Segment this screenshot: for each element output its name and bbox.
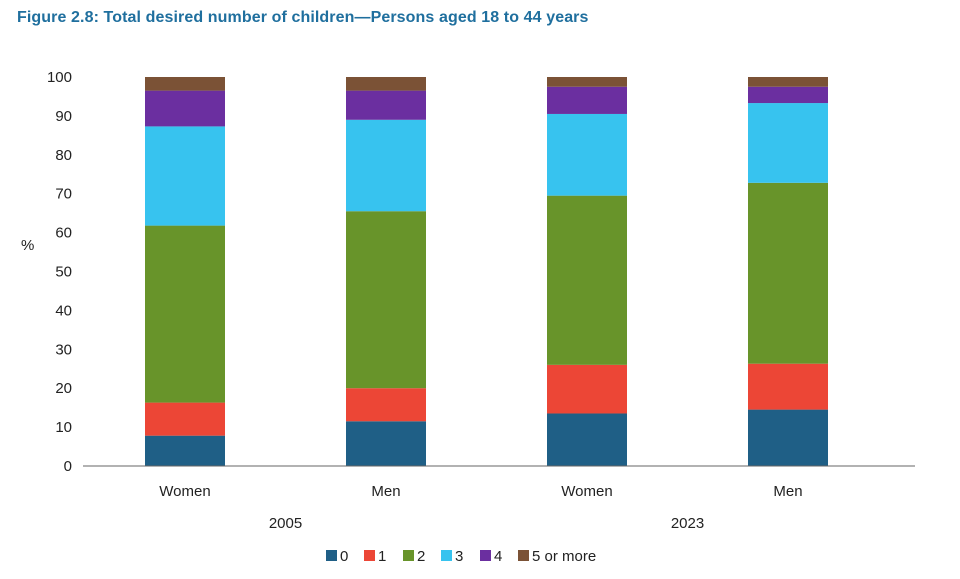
y-axis-label: % <box>21 237 34 254</box>
x-category-label: Women <box>159 483 210 500</box>
legend-swatch <box>480 550 491 561</box>
bar-segment-3-cat-3 <box>748 103 828 183</box>
bar-segment-5-cat-2 <box>547 77 627 87</box>
y-tick-label: 40 <box>55 302 72 319</box>
bar-segment-5-cat-1 <box>346 77 426 91</box>
bar-segment-1-cat-3 <box>748 363 828 410</box>
legend-label: 3 <box>455 548 463 565</box>
y-tick-label: 90 <box>55 108 72 125</box>
legend-swatch <box>403 550 414 561</box>
y-tick-label: 70 <box>55 186 72 203</box>
legend-swatch <box>518 550 529 561</box>
legend-swatch <box>441 550 452 561</box>
bar-segment-1-cat-2 <box>547 364 627 414</box>
x-group-label: 2023 <box>671 515 704 532</box>
bar-segment-3-cat-2 <box>547 113 627 196</box>
chart-title: Figure 2.8: Total desired number of chil… <box>17 9 589 26</box>
y-tick-label: 80 <box>55 147 72 164</box>
bars <box>145 77 828 466</box>
bar-segment-3-cat-1 <box>346 119 426 212</box>
bar-segment-2-cat-0 <box>145 225 225 403</box>
y-tick-label: 0 <box>64 458 72 475</box>
y-tick-label: 30 <box>55 341 72 358</box>
bar-segment-4-cat-3 <box>748 86 828 104</box>
bar-segment-0-cat-2 <box>547 413 627 466</box>
legend-swatch <box>326 550 337 561</box>
bar-segment-4-cat-0 <box>145 90 225 127</box>
legend: 0 1 2 3 4 5 or more <box>326 548 596 565</box>
y-axis: 0 10 20 30 40 50 60 70 80 90 100 <box>47 69 72 475</box>
legend-label: 2 <box>417 548 425 565</box>
x-category-label: Men <box>773 483 802 500</box>
legend-label: 4 <box>494 548 502 565</box>
y-tick-label: 10 <box>55 419 72 436</box>
y-tick-label: 100 <box>47 69 72 86</box>
bar-segment-0-cat-3 <box>748 409 828 466</box>
y-tick-label: 50 <box>55 264 72 281</box>
bar-segment-2-cat-2 <box>547 195 627 365</box>
x-category-label: Men <box>371 483 400 500</box>
bar-segment-5-cat-3 <box>748 77 828 87</box>
y-tick-label: 60 <box>55 225 72 242</box>
bar-segment-5-cat-0 <box>145 77 225 91</box>
bar-segment-0-cat-0 <box>145 435 225 466</box>
legend-label: 1 <box>378 548 386 565</box>
x-category-label: Women <box>561 483 612 500</box>
x-axis-labels: Women Men Women Men 2005 2023 <box>159 483 802 532</box>
bar-segment-1-cat-1 <box>346 388 426 422</box>
legend-swatch <box>364 550 375 561</box>
bar-segment-0-cat-1 <box>346 421 426 466</box>
bar-segment-4-cat-2 <box>547 86 627 114</box>
legend-label: 5 or more <box>532 548 596 565</box>
bar-segment-3-cat-0 <box>145 126 225 226</box>
legend-label: 0 <box>340 548 348 565</box>
bar-segment-2-cat-1 <box>346 211 426 389</box>
bar-segment-1-cat-0 <box>145 402 225 436</box>
bar-segment-4-cat-1 <box>346 90 426 120</box>
bar-segment-2-cat-3 <box>748 182 828 364</box>
y-tick-label: 20 <box>55 380 72 397</box>
x-group-label: 2005 <box>269 515 302 532</box>
